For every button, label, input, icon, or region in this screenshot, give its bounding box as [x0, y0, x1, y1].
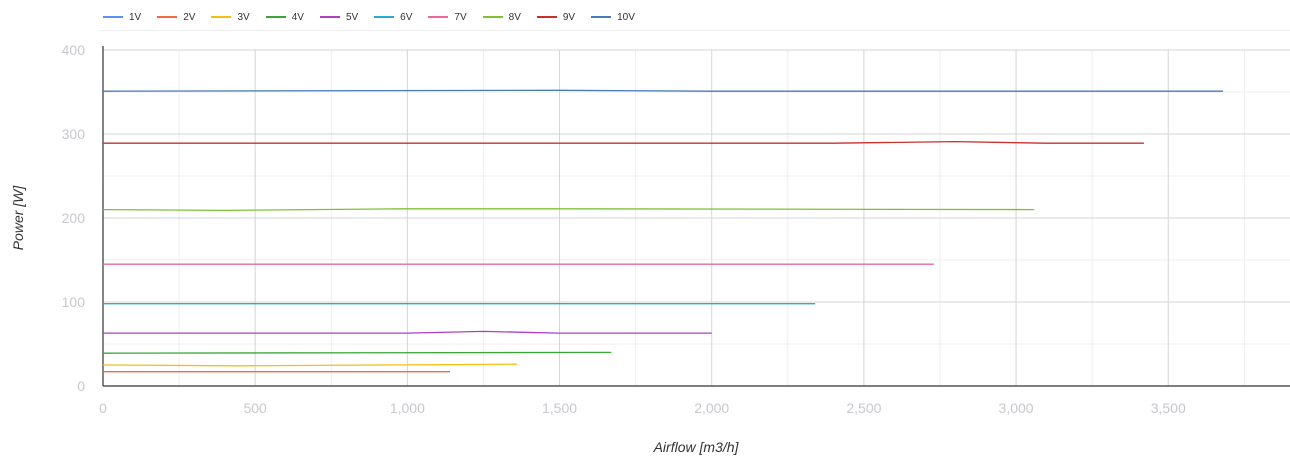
chart-legend: 1V 2V 3V 4V 5V 6V 7V 8V 9V 10V	[103, 9, 651, 25]
series-line-5V	[103, 330, 712, 334]
legend-label: 5V	[345, 11, 359, 23]
legend-swatch	[265, 16, 286, 18]
legend-item-2V[interactable]: 2V	[157, 12, 195, 23]
y-tick-label: 400	[62, 42, 86, 58]
x-tick-label: 2,500	[846, 400, 881, 416]
legend-item-1V[interactable]: 1V	[103, 12, 141, 23]
grid-lines	[103, 49, 1290, 386]
y-tick-label: 0	[77, 378, 85, 394]
series-line-4V	[102, 351, 612, 354]
x-tick-label: 1,500	[542, 400, 577, 416]
legend-swatch	[157, 16, 178, 18]
x-tick-label: 1,000	[390, 400, 425, 416]
legend-swatch	[482, 16, 503, 18]
legend-label: 9V	[562, 11, 576, 23]
series-line-3V	[102, 363, 517, 367]
legend-item-4V[interactable]: 4V	[265, 11, 304, 23]
x-tick-label: 3,500	[1151, 400, 1186, 416]
legend-label: 6V	[400, 11, 413, 23]
legend-item-7V[interactable]: 7V	[428, 11, 467, 23]
y-axis-title: Power [W]	[10, 185, 26, 251]
x-axis-title: Airflow [m3/h]	[653, 439, 740, 455]
legend-label: 1V	[129, 11, 142, 23]
x-tick-label: 3,000	[999, 400, 1034, 416]
x-tick-label: 2,000	[694, 400, 729, 416]
series-line-8V	[102, 208, 1035, 212]
legend-label: 7V	[454, 11, 467, 23]
legend-swatch	[211, 16, 232, 18]
legend-swatch	[428, 16, 449, 18]
series-lines	[102, 89, 1223, 373]
legend-item-10V[interactable]: 10V	[591, 12, 635, 23]
legend-swatch	[103, 16, 123, 18]
axes	[102, 46, 1290, 387]
legend-label: 8V	[508, 11, 521, 23]
legend-label: 3V	[237, 11, 250, 23]
legend-item-9V[interactable]: 9V	[536, 11, 576, 23]
legend-swatch	[591, 16, 612, 18]
legend-item-3V[interactable]: 3V	[211, 11, 250, 23]
y-tick-label: 100	[62, 294, 86, 310]
series-line-9V	[103, 140, 1144, 144]
legend-label: 2V	[183, 11, 196, 23]
tick-labels: 0 500 1,000 1,500 2,000 2,500 3,000 3,500 0 100 20…	[62, 42, 1186, 416]
legend-divider	[100, 30, 1290, 31]
legend-swatch	[374, 16, 395, 18]
legend-item-8V[interactable]: 8V	[482, 11, 521, 23]
legend-swatch	[536, 16, 557, 18]
legend-label: 4V	[291, 11, 304, 23]
series-line-10V	[102, 89, 1223, 92]
y-tick-label: 300	[62, 126, 86, 142]
x-tick-label: 500	[243, 400, 267, 416]
legend-item-6V[interactable]: 6V	[374, 12, 412, 23]
legend-item-5V[interactable]: 5V	[319, 11, 359, 23]
y-tick-label: 200	[62, 210, 86, 226]
legend-swatch	[319, 16, 340, 18]
x-tick-label: 0	[99, 400, 107, 416]
legend-label: 10V	[617, 11, 635, 23]
